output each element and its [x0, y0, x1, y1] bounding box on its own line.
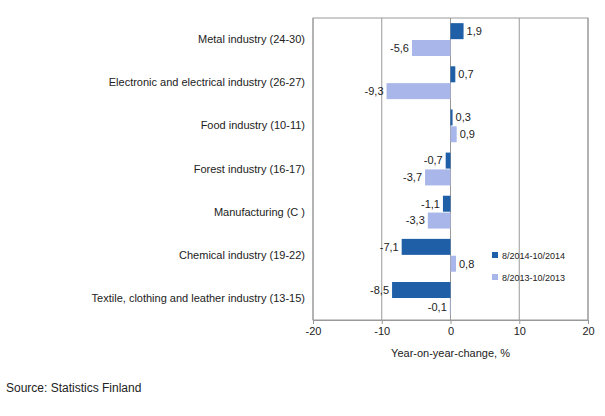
data-label: 0,9 — [460, 128, 475, 140]
bar — [387, 83, 451, 99]
tick: Electronic and electrical industry (26-2… — [109, 76, 305, 88]
category-label: Forest industry (16-17) — [194, 163, 305, 175]
tick: -20 — [306, 320, 322, 337]
tick: 10 — [514, 320, 526, 337]
tick-mark — [313, 320, 314, 324]
data-label: -8,5 — [370, 284, 389, 296]
tick: Chemical industry (19-22) — [179, 249, 305, 261]
data-label: 1,9 — [467, 25, 482, 37]
chart: 1,9 0,7 0,3 -0,7 -1,1 -7,1 -8,5 -5,6 -9,3 0,9 -3,7… — [0, 0, 605, 416]
data-label: -9,3 — [365, 85, 384, 97]
bars — [387, 23, 464, 315]
tick-label: 10 — [514, 325, 526, 337]
legend-swatch — [492, 274, 498, 280]
tick: Forest industry (16-17) — [194, 163, 305, 175]
tick-label: -20 — [306, 325, 322, 337]
tick: Metal industry (24-30) — [198, 33, 305, 45]
tick-label: -10 — [374, 325, 390, 337]
bar — [451, 109, 453, 125]
bar — [449, 299, 451, 315]
frame — [313, 18, 588, 320]
tick-mark — [519, 320, 520, 324]
data-label: -0,7 — [424, 154, 443, 166]
tick: Manufacturing (C ) — [214, 206, 305, 218]
bar — [392, 282, 450, 298]
data-label: -5,6 — [390, 42, 409, 54]
data-label: 0,7 — [458, 68, 473, 80]
data-label: -1,1 — [421, 198, 440, 210]
bar — [451, 23, 464, 39]
grid-line — [450, 18, 451, 320]
data-labels: 1,9 0,7 0,3 -0,7 -1,1 -7,1 -8,5 -5,6 -9,3 0,9 -3,7… — [365, 25, 482, 313]
legend-label: 8/2014-10/2014 — [502, 251, 565, 261]
legend: 8/2014-10/2014 8/2013-10/2013 — [492, 251, 565, 283]
tick: Textile, clothing and leather industry (… — [92, 292, 305, 304]
source: Source: Statistics Finland — [6, 381, 141, 395]
data-label: 0,3 — [456, 111, 471, 123]
legend-item: 8/2014-10/2014 — [492, 251, 565, 261]
data-label: -3,3 — [406, 214, 425, 226]
tick-mark — [451, 320, 452, 324]
category-label: Electronic and electrical industry (26-2… — [109, 76, 305, 88]
category-label: Food industry (10-11) — [201, 119, 305, 131]
x-axis-title: Year-on-year-change, % — [391, 347, 510, 359]
bar — [446, 153, 451, 169]
category-label: Metal industry (24-30) — [198, 33, 305, 45]
grid-line — [381, 18, 382, 320]
legend-item: 8/2013-10/2013 — [492, 273, 565, 283]
tick-mark — [382, 320, 383, 324]
bar — [428, 213, 451, 229]
legend-swatch — [492, 252, 498, 258]
data-label: -3,7 — [403, 171, 422, 183]
category-label: Chemical industry (19-22) — [179, 249, 305, 261]
data-label: 0,8 — [459, 258, 474, 270]
legend-label: 8/2013-10/2013 — [502, 273, 565, 283]
bar — [451, 256, 457, 272]
x-axis: -20 -10 0 10 20 — [306, 320, 595, 337]
bar — [451, 126, 457, 142]
grid — [313, 18, 588, 320]
bar — [412, 40, 451, 56]
plot: 1,9 0,7 0,3 -0,7 -1,1 -7,1 -8,5 -5,6 -9,3 0,9 -3,7… — [92, 18, 595, 337]
y-axis: Metal industry (24-30) Electronic and ele… — [92, 33, 305, 304]
tick: Food industry (10-11) — [201, 119, 305, 131]
tick-mark — [588, 320, 589, 324]
data-label: -0,1 — [428, 301, 447, 313]
data-label: -7,1 — [380, 241, 399, 253]
tick: 0 — [448, 320, 454, 337]
bar — [451, 66, 456, 82]
bar — [443, 196, 451, 212]
category-label: Manufacturing (C ) — [214, 206, 305, 218]
tick-label: 0 — [448, 325, 454, 337]
axis-line — [314, 321, 589, 325]
bar — [402, 239, 451, 255]
tick-label: 20 — [582, 325, 594, 337]
category-label: Textile, clothing and leather industry (… — [92, 292, 305, 304]
tick: -10 — [374, 320, 390, 337]
bar — [425, 169, 450, 185]
tick: 20 — [582, 320, 594, 337]
